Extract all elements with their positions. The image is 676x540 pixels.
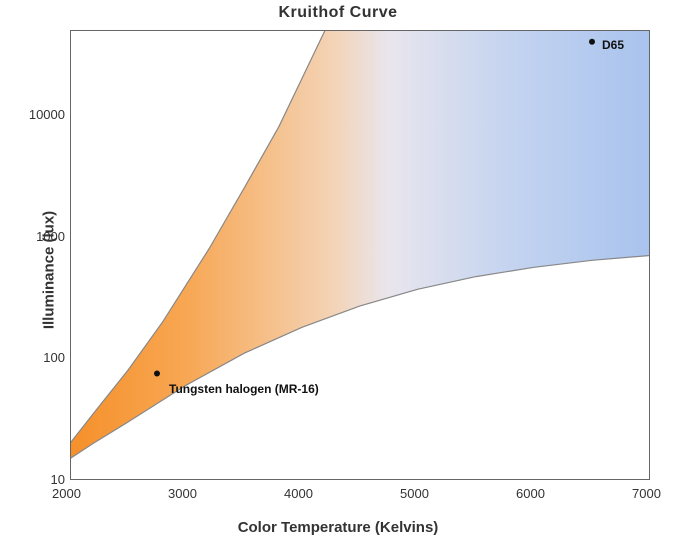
y-tick: 1000 [5,229,65,244]
kruithof-chart: Kruithof Curve Illuminance (lux) Color T… [0,0,676,540]
y-tick: 10 [5,472,65,487]
x-tick: 7000 [632,486,661,501]
x-axis-label: Color Temperature (Kelvins) [0,519,676,536]
x-tick: 6000 [516,486,545,501]
y-tick: 100 [5,350,65,365]
x-tick: 2000 [52,486,81,501]
y-tick: 10000 [5,107,65,122]
x-tick: 4000 [284,486,313,501]
plot-area [70,30,650,480]
marker-label: Tungsten halogen (MR-16) [169,382,319,396]
x-tick: 5000 [400,486,429,501]
marker-label: D65 [602,38,624,52]
chart-title: Kruithof Curve [0,4,676,22]
x-tick: 3000 [168,486,197,501]
